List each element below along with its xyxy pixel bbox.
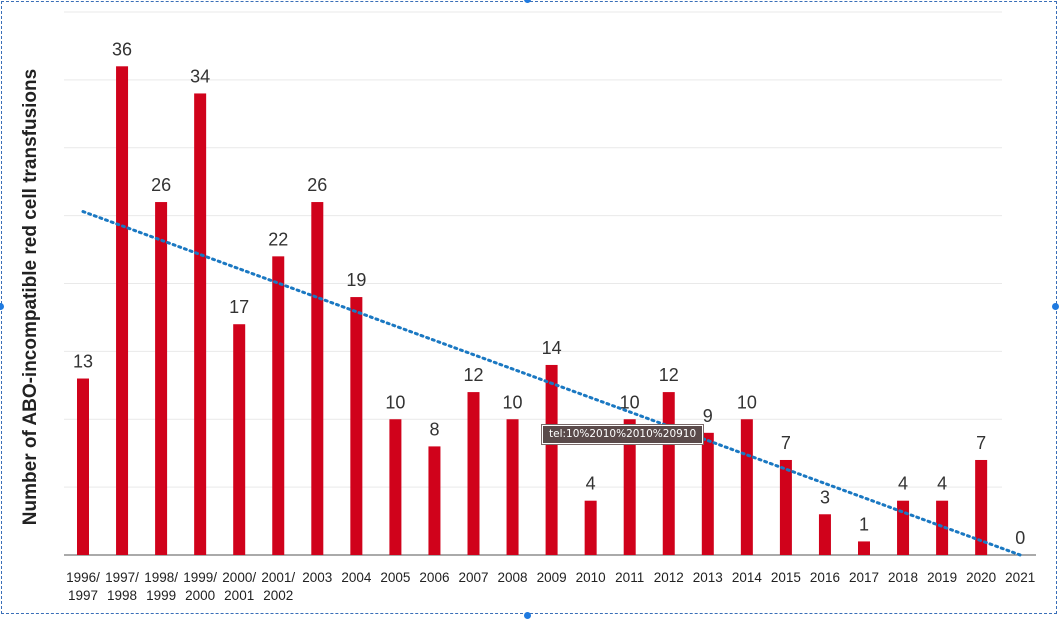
data-label: 10 xyxy=(385,392,405,412)
data-label: 12 xyxy=(463,365,483,385)
data-label: 26 xyxy=(307,175,327,195)
bar xyxy=(975,459,988,555)
data-label: 17 xyxy=(229,297,249,317)
x-tick-label: 2011 xyxy=(615,570,644,585)
x-tick-label: 2012 xyxy=(654,570,684,585)
data-label: 22 xyxy=(268,229,288,249)
bar xyxy=(350,297,363,555)
resize-handle-right[interactable] xyxy=(1052,303,1059,310)
bar xyxy=(428,446,441,555)
bar xyxy=(897,500,910,555)
bar xyxy=(155,202,168,556)
bar xyxy=(662,392,675,555)
x-tick-label: 2006 xyxy=(419,570,449,585)
bar xyxy=(506,419,519,555)
data-label: 1 xyxy=(859,514,869,534)
data-label: 10 xyxy=(620,392,640,412)
data-label: 26 xyxy=(151,175,171,195)
data-label: 9 xyxy=(703,406,713,426)
x-tick-label: 2014 xyxy=(732,570,763,585)
bar xyxy=(740,419,753,555)
x-tick-label: 2007 xyxy=(458,570,488,585)
x-tick-label: 2000/ xyxy=(222,570,256,585)
bar xyxy=(467,392,480,555)
bar xyxy=(233,324,246,555)
bar xyxy=(779,459,792,555)
bar xyxy=(936,500,949,555)
bar xyxy=(77,378,89,555)
bar xyxy=(545,364,558,555)
data-label: 13 xyxy=(73,352,93,372)
x-tick-label: 2001 xyxy=(224,588,254,603)
x-tick-label: 2021 xyxy=(1005,570,1035,585)
x-tick-label: 2018 xyxy=(888,570,918,585)
data-label: 34 xyxy=(190,66,210,86)
resize-handle-top[interactable] xyxy=(524,0,531,3)
resize-handle-bottom[interactable] xyxy=(524,612,531,619)
x-tick-label: 2003 xyxy=(302,570,332,585)
data-label: 36 xyxy=(112,39,132,59)
data-label: 19 xyxy=(346,270,366,290)
x-tick-label: 2009 xyxy=(537,570,567,585)
data-label: 7 xyxy=(976,433,986,453)
data-label: 14 xyxy=(542,338,562,358)
data-label: 8 xyxy=(429,419,439,439)
bar xyxy=(623,419,636,555)
x-tick-label: 2000 xyxy=(185,588,215,603)
data-label: 10 xyxy=(737,392,757,412)
x-tick-label: 2013 xyxy=(693,570,723,585)
x-tick-label: 2008 xyxy=(498,570,528,585)
data-label: 12 xyxy=(659,365,679,385)
bar xyxy=(311,202,324,556)
x-tick-label: 2020 xyxy=(966,570,996,585)
trend-line xyxy=(81,210,1022,557)
x-tick-label: 1996/ xyxy=(66,570,100,585)
x-tick-label: 2016 xyxy=(810,570,840,585)
gridlines xyxy=(64,11,1002,488)
x-tick-label: 1997 xyxy=(68,588,98,603)
x-tick-label: 1999 xyxy=(146,588,176,603)
data-label: 4 xyxy=(898,474,908,494)
data-label: 0 xyxy=(1015,528,1025,548)
x-tick-label: 2010 xyxy=(576,570,606,585)
data-label: 7 xyxy=(781,433,791,453)
link-tooltip: tel:10%2010%2010%20910 xyxy=(542,425,704,444)
data-label: 3 xyxy=(820,487,830,507)
x-tick-label: 1998/ xyxy=(144,570,178,585)
bar xyxy=(194,93,207,555)
x-tick-label: 2019 xyxy=(927,570,957,585)
resize-handle-left[interactable] xyxy=(0,303,4,310)
x-tick-label: 1997/ xyxy=(105,570,139,585)
data-label: 10 xyxy=(503,392,523,412)
data-label: 4 xyxy=(586,474,596,494)
bars xyxy=(77,66,988,556)
x-tick-label: 2004 xyxy=(341,570,372,585)
x-tick-label: 2002 xyxy=(263,588,293,603)
x-tick-label: 2017 xyxy=(849,570,879,585)
bar xyxy=(701,432,714,555)
bar xyxy=(584,500,597,555)
x-tick-labels: 1996/1997 1997/1998 1998/1999 1999/2000 2000… xyxy=(66,570,1035,603)
bar xyxy=(272,256,285,555)
x-tick-label: 2001/ xyxy=(261,570,295,585)
data-label: 4 xyxy=(937,474,947,494)
bar xyxy=(389,419,402,555)
bar xyxy=(116,66,129,556)
x-tick-label: 1998 xyxy=(107,588,137,603)
y-axis-label: Number of ABO-incompatible red cell tran… xyxy=(20,69,41,525)
bar xyxy=(858,541,870,555)
x-tick-label: 2005 xyxy=(380,570,410,585)
x-tick-label: 2015 xyxy=(771,570,801,585)
x-tick-label: 1999/ xyxy=(183,570,217,585)
bar xyxy=(818,514,831,555)
